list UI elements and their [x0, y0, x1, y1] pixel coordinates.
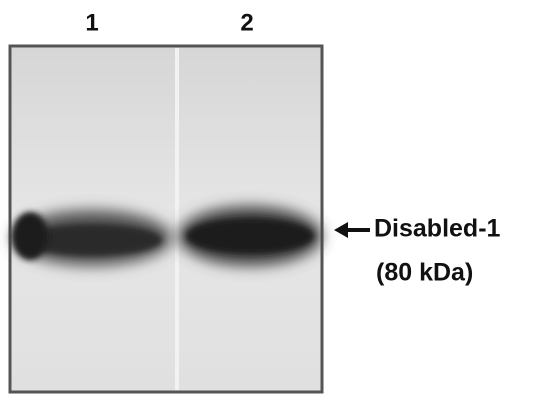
blot: [8, 44, 324, 394]
band-core: [22, 224, 162, 256]
band-size-label: (80 kDa): [376, 259, 473, 287]
lane-label: 1: [85, 9, 98, 36]
band-core: [186, 218, 314, 254]
band-label: Disabled-1: [374, 215, 501, 243]
arrow: [334, 222, 370, 238]
band-edge: [12, 212, 48, 260]
lane-label: 2: [240, 9, 253, 36]
